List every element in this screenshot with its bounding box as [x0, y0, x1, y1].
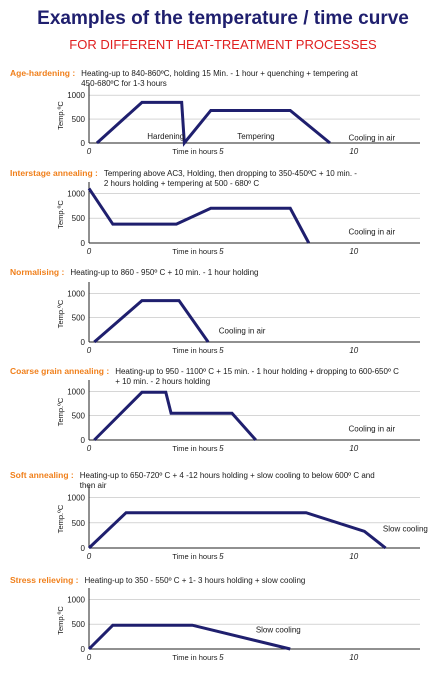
y-axis-title: Temp.ºC: [56, 504, 65, 533]
curve-annotation: Slow cooling: [383, 524, 428, 533]
y-tick-label: 1000: [67, 494, 85, 503]
y-tick-label: 0: [81, 645, 86, 654]
curve-annotation: Tempering: [237, 132, 274, 141]
y-tick-label: 500: [72, 519, 86, 528]
y-axis-title: Temp.ºC: [56, 299, 65, 328]
process-name: Stress relieving :: [10, 575, 79, 585]
process-description: + 10 min. - 2 hours holding: [115, 377, 210, 386]
curve-annotation: Hardening: [147, 132, 184, 141]
x-tick-label: 0: [87, 147, 92, 156]
page-subtitle: FOR DIFFERENT HEAT-TREATMENT PROCESSES: [69, 37, 377, 52]
temperature-curve: [87, 511, 387, 550]
y-tick-label: 500: [72, 214, 86, 223]
x-tick-label: 10: [349, 552, 358, 561]
x-tick-label: 5: [219, 346, 224, 355]
temperature-curve: [87, 623, 291, 651]
temperature-curve: [93, 299, 210, 344]
curve-annotation: Slow cooling: [256, 626, 301, 635]
x-tick-label: 10: [349, 147, 358, 156]
curve-annotation: Cooling in air: [349, 134, 396, 143]
y-axis-title: Temp.ºC: [56, 200, 65, 229]
y-tick-label: 1000: [67, 595, 85, 604]
y-tick-label: 500: [72, 620, 86, 629]
x-axis-title: Time in hours: [172, 653, 217, 662]
curve-annotation: Cooling in air: [349, 228, 396, 237]
process-description: 450-680ºC for 1-3 hours: [81, 79, 167, 88]
y-tick-label: 1000: [67, 189, 85, 198]
y-tick-label: 1000: [67, 387, 85, 396]
y-tick-label: 1000: [67, 289, 85, 298]
y-tick-label: 0: [81, 239, 86, 248]
chart-4: Coarse grain annealing : Heating-up to 95…: [10, 366, 420, 453]
curve-annotation: Cooling in air: [219, 327, 266, 336]
process-description: Tempering above AC3, Holding, then dropp…: [104, 169, 357, 178]
y-axis-title: Temp.ºC: [56, 397, 65, 426]
process-name: Normalising :: [10, 267, 64, 277]
temperature-curve: [87, 187, 311, 244]
chart-2: Interstage annealing : Tempering above AC…: [10, 168, 420, 256]
process-description: 2 hours holding + tempering at 500 - 680…: [104, 179, 259, 188]
x-tick-label: 0: [87, 653, 92, 662]
x-axis-title: Time in hours: [172, 444, 217, 453]
x-axis-title: Time in hours: [172, 247, 217, 256]
temperature-curve: [95, 100, 331, 147]
process-name: Coarse grain annealing :: [10, 366, 109, 376]
x-tick-label: 10: [349, 653, 358, 662]
x-tick-label: 5: [219, 653, 224, 662]
y-tick-label: 0: [81, 436, 86, 445]
page-title: Examples of the temperature / time curve: [37, 8, 409, 29]
y-tick-label: 0: [81, 338, 86, 347]
process-description: Heating-up to 860 - 950º C + 10 min. - 1…: [70, 268, 258, 277]
process-description: Heating-up to 350 - 550º C + 1- 3 hours …: [85, 576, 306, 585]
x-tick-label: 0: [87, 552, 92, 561]
y-axis-title: Temp.ºC: [56, 606, 65, 635]
y-tick-label: 500: [72, 412, 86, 421]
y-tick-label: 500: [72, 314, 86, 323]
chart-6: Stress relieving : Heating-up to 350 - 55…: [10, 575, 420, 662]
temperature-curve: [93, 390, 257, 442]
y-tick-label: 0: [81, 544, 86, 553]
x-tick-label: 5: [219, 247, 224, 256]
x-axis-title: Time in hours: [172, 552, 217, 561]
chart-3: Normalising : Heating-up to 860 - 950º C …: [10, 267, 420, 355]
process-description: Heating-up to 650-720º C + 4 -12 hours h…: [80, 471, 375, 480]
process-description: Heating-up to 950 - 1100º C + 15 min. - …: [115, 367, 399, 376]
x-tick-label: 0: [87, 247, 92, 256]
y-tick-label: 1000: [67, 91, 85, 100]
x-tick-label: 5: [219, 444, 224, 453]
process-name: Age-hardening :: [10, 68, 75, 78]
x-tick-label: 10: [349, 346, 358, 355]
x-tick-label: 5: [219, 147, 224, 156]
process-description: then air: [80, 481, 107, 490]
x-tick-label: 0: [87, 444, 92, 453]
x-axis-title: Time in hours: [172, 346, 217, 355]
chart-5: Soft annealing : Heating-up to 650-720º C…: [10, 470, 428, 561]
x-tick-label: 5: [219, 552, 224, 561]
x-tick-label: 0: [87, 346, 92, 355]
curve-annotation: Cooling in air: [349, 425, 396, 434]
y-tick-label: 0: [81, 139, 86, 148]
x-axis-title: Time in hours: [172, 147, 217, 156]
y-tick-label: 500: [72, 115, 86, 124]
x-tick-label: 10: [349, 247, 358, 256]
process-description: Heating-up to 840-860ºC, holding 15 Min.…: [81, 69, 358, 78]
y-axis-title: Temp.ºC: [56, 101, 65, 130]
chart-1: Age-hardening : Heating-up to 840-860ºC, …: [10, 68, 420, 156]
x-tick-label: 10: [349, 444, 358, 453]
process-name: Interstage annealing :: [10, 168, 98, 178]
process-name: Soft annealing :: [10, 470, 74, 480]
